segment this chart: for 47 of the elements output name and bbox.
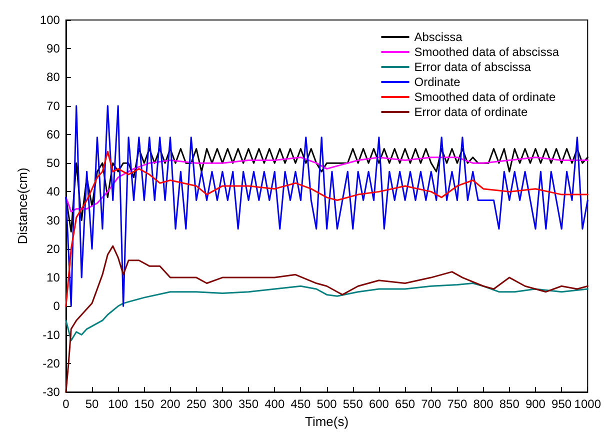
line-series (65, 150, 588, 307)
y-tick-label: -20 (42, 356, 60, 370)
x-tick-label: 500 (316, 397, 338, 411)
y-tick-label: 80 (46, 70, 60, 84)
legend-label: Abscissa (414, 30, 463, 44)
x-axis-title: Time(s) (305, 414, 349, 429)
x-tick-label: 300 (212, 397, 233, 411)
line-series (65, 282, 588, 342)
x-tick-label: 100 (108, 397, 128, 411)
y-tick-label: 20 (46, 242, 60, 256)
x-tick-label: 950 (552, 397, 572, 411)
y-tick-label: 60 (46, 127, 60, 142)
x-tick-label: 450 (290, 397, 312, 411)
y-tick-label: 100 (40, 13, 60, 27)
x-tick-label: 0 (62, 397, 70, 411)
x-tick-label: 600 (368, 397, 390, 411)
x-tick-label: 50 (85, 397, 99, 411)
legend-label: Ordinate (414, 75, 461, 89)
y-tick-label: 30 (46, 213, 60, 228)
y-tick-label: -30 (42, 385, 60, 399)
legend-label: Error data of abscissa (414, 60, 532, 74)
x-tick-label: 400 (264, 397, 285, 411)
x-tick-label: 700 (421, 397, 442, 411)
y-axis-title: Distance(cm) (15, 168, 30, 244)
legend-label: Error data of ordinate (414, 105, 528, 119)
x-tick-label: 850 (499, 397, 520, 411)
x-tick-label: 1000 (574, 397, 602, 411)
x-tick-label: 550 (342, 397, 364, 411)
x-tick-label: 350 (238, 397, 259, 411)
x-tick-label: 750 (447, 397, 468, 411)
y-tick-label: 0 (53, 299, 60, 314)
legend-label: Smoothed data of abscissa (414, 45, 560, 59)
y-tick-label: 90 (46, 42, 60, 56)
y-tick-label: 40 (46, 184, 60, 199)
x-tick-label: 200 (160, 397, 181, 411)
x-tick-label: 250 (186, 397, 207, 411)
x-tick-label: 150 (134, 397, 155, 411)
line-series (65, 105, 588, 307)
line-series (65, 156, 588, 212)
x-tick-label: 900 (525, 397, 546, 411)
y-tick-label: 10 (46, 270, 60, 285)
x-tick-label: 650 (395, 397, 416, 411)
y-tick-label: 70 (46, 98, 60, 113)
x-tick-label: 800 (473, 397, 494, 411)
y-tick-label: -10 (42, 328, 60, 342)
legend-label: Smoothed data of ordinate (414, 90, 556, 104)
y-tick-label: 50 (46, 156, 60, 170)
